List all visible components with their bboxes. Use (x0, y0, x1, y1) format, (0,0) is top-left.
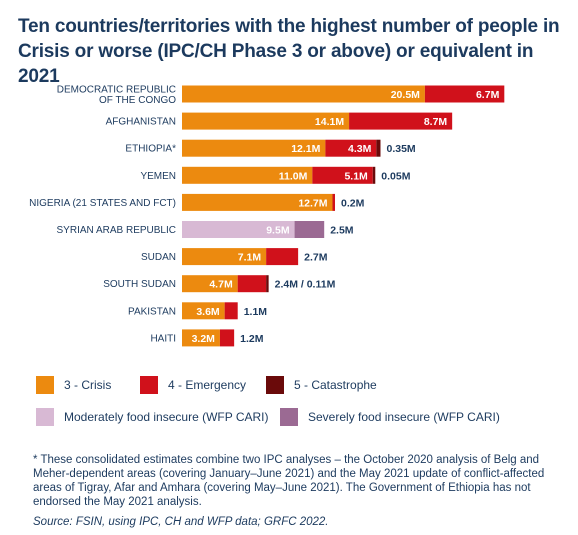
bar-value-label: 4.7M (209, 279, 233, 291)
legend-swatch-severe (280, 408, 298, 426)
bar-value-label: 11.0M (279, 170, 308, 182)
bar-value-label: 7.1M (238, 252, 262, 264)
bar-segment-crisis (182, 302, 225, 320)
category-label: SUDAN (141, 252, 176, 263)
category-label: SOUTH SUDAN (103, 279, 176, 290)
source-note: Source: FSIN, using IPC, CH and WFP data… (33, 516, 329, 528)
legend-swatch-catastrophe (266, 376, 284, 394)
bar-tail-label: 1.1M (244, 306, 268, 318)
bar-segment-catastrophe (266, 275, 269, 293)
bar-value-label: 4.3M (348, 143, 372, 155)
category-label: NIGERIA (21 STATES AND FCT) (29, 198, 176, 209)
category-label: DEMOCRATIC REPUBLIC (57, 85, 176, 96)
bar-value-label: 20.5M (391, 89, 420, 101)
bar-segment-emergency (325, 139, 377, 157)
bar-segment-emergency (224, 302, 238, 320)
bar-value-label: 6.7M (476, 89, 500, 101)
bar-segment-emergency (219, 329, 235, 347)
bar-segment-moderate (182, 221, 295, 238)
bar-value-label: 9.5M (266, 225, 290, 237)
bar-tail-label: 1.2M (240, 333, 264, 345)
bar-segment-emergency (424, 85, 505, 103)
bar-tail-label: 0.05M (381, 170, 410, 182)
legend-label-crisis: 3 - Crisis (64, 378, 112, 392)
bar-tail-label: 0.35M (386, 143, 415, 155)
legend-item-severe: Severely food insecure (WFP CARI) (280, 408, 500, 426)
bar-value-label: 3.6M (196, 306, 220, 318)
category-label: SYRIAN ARAB REPUBLIC (57, 225, 176, 236)
bar-value-label: 12.7M (298, 197, 327, 209)
bar-segment-emergency (349, 112, 453, 130)
category-label: OF THE CONGO (99, 95, 176, 106)
legend-swatch-emergency (140, 376, 158, 394)
legend-item-emergency: 4 - Emergency (140, 376, 246, 394)
bar-segment-crisis (182, 329, 220, 347)
footnote: * These consolidated estimates combine t… (33, 454, 545, 508)
category-label: YEMEN (140, 171, 176, 182)
bar-value-label: 3.2M (192, 333, 216, 345)
bar-value-label: 14.1M (315, 116, 344, 128)
bar-tail-label: 2.5M (330, 225, 354, 237)
legend-item-catastrophe: 5 - Catastrophe (266, 376, 377, 394)
bar-value-label: 12.1M (291, 143, 320, 155)
bar-segment-catastrophe (372, 166, 376, 184)
legend-swatch-crisis (36, 376, 54, 394)
bar-segment-catastrophe (376, 139, 381, 157)
bar-segment-crisis (182, 112, 350, 130)
bar-segment-crisis (182, 85, 425, 103)
category-label: HAITI (150, 333, 176, 344)
legend-item-crisis: 3 - Crisis (36, 376, 111, 394)
chart-title: Ten countries/territories with the highe… (18, 16, 560, 87)
legend-label-catastrophe: 5 - Catastrophe (294, 378, 377, 392)
bar-segment-crisis (182, 166, 313, 184)
bar-tail-label: 0.2M (341, 197, 365, 209)
legend-label-severe: Severely food insecure (WFP CARI) (308, 410, 500, 424)
legend-label-emergency: 4 - Emergency (168, 378, 247, 392)
bar-tail-label: 2.4M / 0.11M (275, 279, 336, 291)
bar-segment-emergency (312, 166, 373, 184)
bar-segment-crisis (182, 139, 326, 157)
legend-item-moderate: Moderately food insecure (WFP CARI) (36, 408, 269, 426)
category-label: AFGHANISTAN (106, 117, 176, 128)
bar-tail-label: 2.7M (304, 252, 328, 264)
bar-segment-crisis (182, 193, 333, 211)
bar-value-label: 5.1M (344, 170, 368, 182)
bar-segment-emergency (237, 275, 267, 293)
bar-segment-crisis (182, 248, 267, 266)
bar-segment-severe (294, 221, 325, 238)
bar-value-label: 8.7M (424, 116, 448, 128)
bar-segment-emergency (266, 248, 299, 266)
legend-swatch-moderate (36, 408, 54, 426)
bar-segment-crisis (182, 275, 238, 293)
legend-label-moderate: Moderately food insecure (WFP CARI) (64, 410, 269, 424)
category-label: PAKISTAN (128, 306, 176, 317)
bar-segment-emergency (332, 193, 335, 211)
category-label: ETHIOPIA* (125, 144, 176, 155)
